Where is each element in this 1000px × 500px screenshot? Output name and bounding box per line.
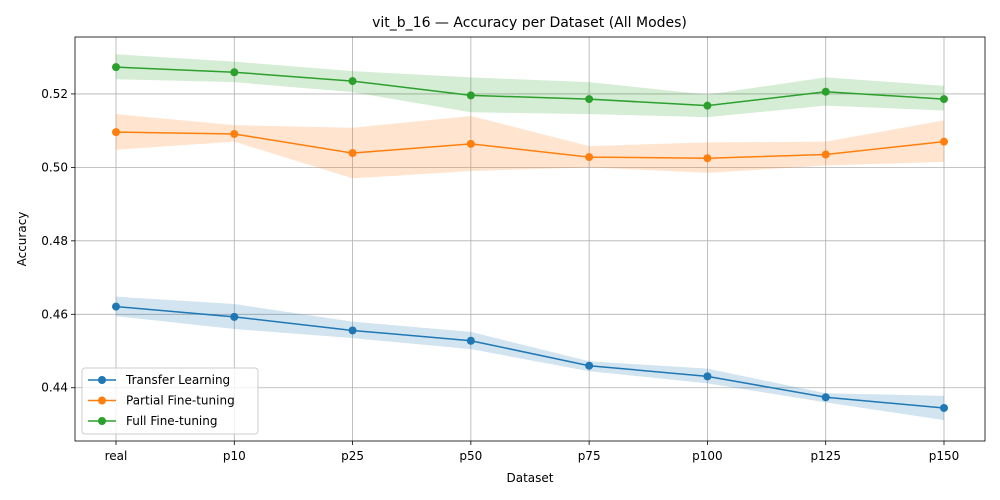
data-point: [940, 137, 948, 146]
y-tick-label: 0.46: [41, 307, 68, 321]
plot-frame: [74, 36, 986, 442]
data-point: [466, 336, 475, 345]
legend-marker: [98, 417, 106, 425]
confidence-bands: [116, 54, 944, 421]
y-tick-label: 0.52: [41, 87, 68, 101]
confidence-band: [116, 54, 944, 118]
chart-title: vit_b_16 — Accuracy per Dataset (All Mod…: [372, 15, 687, 31]
data-point: [585, 153, 594, 162]
x-tick-label: p125: [810, 449, 841, 463]
x-tick-label: p150: [929, 449, 960, 463]
x-tick-label: p10: [223, 449, 246, 463]
data-point: [348, 149, 357, 158]
data-point: [112, 128, 120, 137]
data-point: [230, 68, 239, 77]
legend-marker: [98, 376, 106, 384]
series-line: [115, 305, 945, 409]
x-tick-label: p25: [341, 449, 364, 463]
y-axis-ticks: 0.44 0.46 0.48 0.50 0.52: [41, 87, 75, 395]
y-tick-label: 0.50: [41, 160, 68, 174]
x-tick-label: p50: [459, 449, 482, 463]
series-points: [112, 63, 948, 412]
x-axis-label: Dataset: [507, 471, 554, 485]
legend-box: [81, 367, 259, 435]
x-tick-label: real: [105, 449, 128, 463]
series-lines: [115, 66, 945, 409]
data-point: [585, 361, 594, 370]
data-point: [940, 95, 948, 104]
legend-label: Partial Fine-tuning: [126, 394, 235, 408]
data-point: [821, 150, 830, 159]
data-point: [940, 403, 948, 412]
data-point: [821, 393, 830, 402]
data-point: [703, 372, 712, 381]
data-point: [821, 87, 830, 96]
data-point: [466, 139, 475, 148]
data-point: [112, 302, 120, 311]
data-point: [230, 312, 239, 321]
confidence-band: [116, 114, 944, 179]
x-axis-ticks: real p10 p25 p50 p75 p100 p125 p150: [105, 441, 960, 463]
legend-label: Full Fine-tuning: [126, 414, 218, 428]
series-line: [115, 131, 945, 159]
legend-marker: [98, 396, 106, 405]
data-point: [230, 129, 239, 138]
x-tick-label: p75: [578, 449, 601, 463]
data-point: [348, 77, 357, 86]
legend-label: Transfer Learning: [125, 373, 230, 387]
data-point: [585, 95, 594, 104]
data-point: [703, 154, 712, 163]
y-tick-label: 0.48: [41, 234, 68, 248]
data-point: [466, 91, 475, 100]
series-line: [115, 66, 945, 107]
y-axis-label: Accuracy: [15, 212, 29, 267]
y-tick-label: 0.44: [41, 381, 68, 395]
data-point: [348, 326, 357, 335]
legend: Transfer Learning Partial Fine-tuning Full…: [81, 367, 259, 435]
x-tick-label: p100: [692, 449, 723, 463]
data-point: [112, 63, 120, 72]
data-point: [703, 101, 712, 110]
